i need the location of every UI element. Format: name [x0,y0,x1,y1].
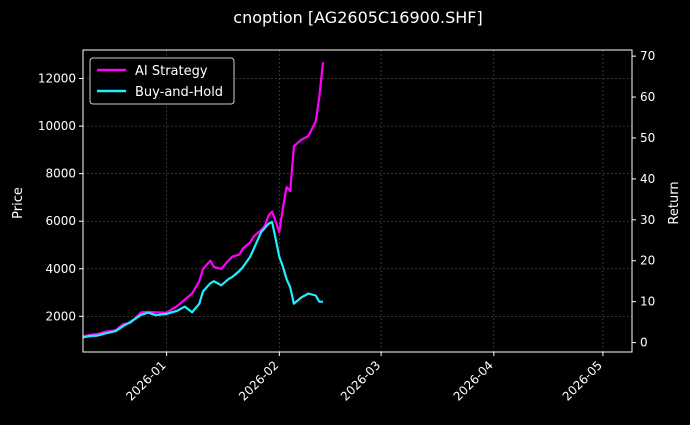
chart-title: cnoption [AG2605C16900.SHF] [233,8,482,27]
y-tick-label-left: 2000 [45,309,76,323]
y-tick-label-right: 50 [640,131,655,145]
series-line-1 [82,220,323,339]
grid-layer [83,50,632,352]
y-axis-label-right: Return [667,181,682,224]
legend-label-ai-strategy: AI Strategy [135,64,208,79]
y-tick-label-left: 4000 [45,262,76,276]
series-layer [82,62,325,339]
y-tick-label-right: 70 [640,49,655,63]
y-tick-label-right: 10 [640,295,655,309]
y-tick-label-left: 10000 [38,119,76,133]
y-tick-label-right: 60 [640,90,655,104]
y-axis-label-left: Price [11,187,26,219]
legend-label-buy-and-hold: Buy-and-Hold [135,85,223,100]
y-tick-label-left: 12000 [38,72,76,86]
y-tick-label-right: 20 [640,254,655,268]
y-tick-label-right: 40 [640,172,655,186]
y-tick-label-left: 6000 [45,214,76,228]
y-tick-label-left: 8000 [45,167,76,181]
plot-frame [82,49,633,353]
y-tick-label-right: 0 [640,336,648,350]
legend: AI Strategy Buy-and-Hold [89,57,235,105]
y-tick-label-right: 30 [640,213,655,227]
